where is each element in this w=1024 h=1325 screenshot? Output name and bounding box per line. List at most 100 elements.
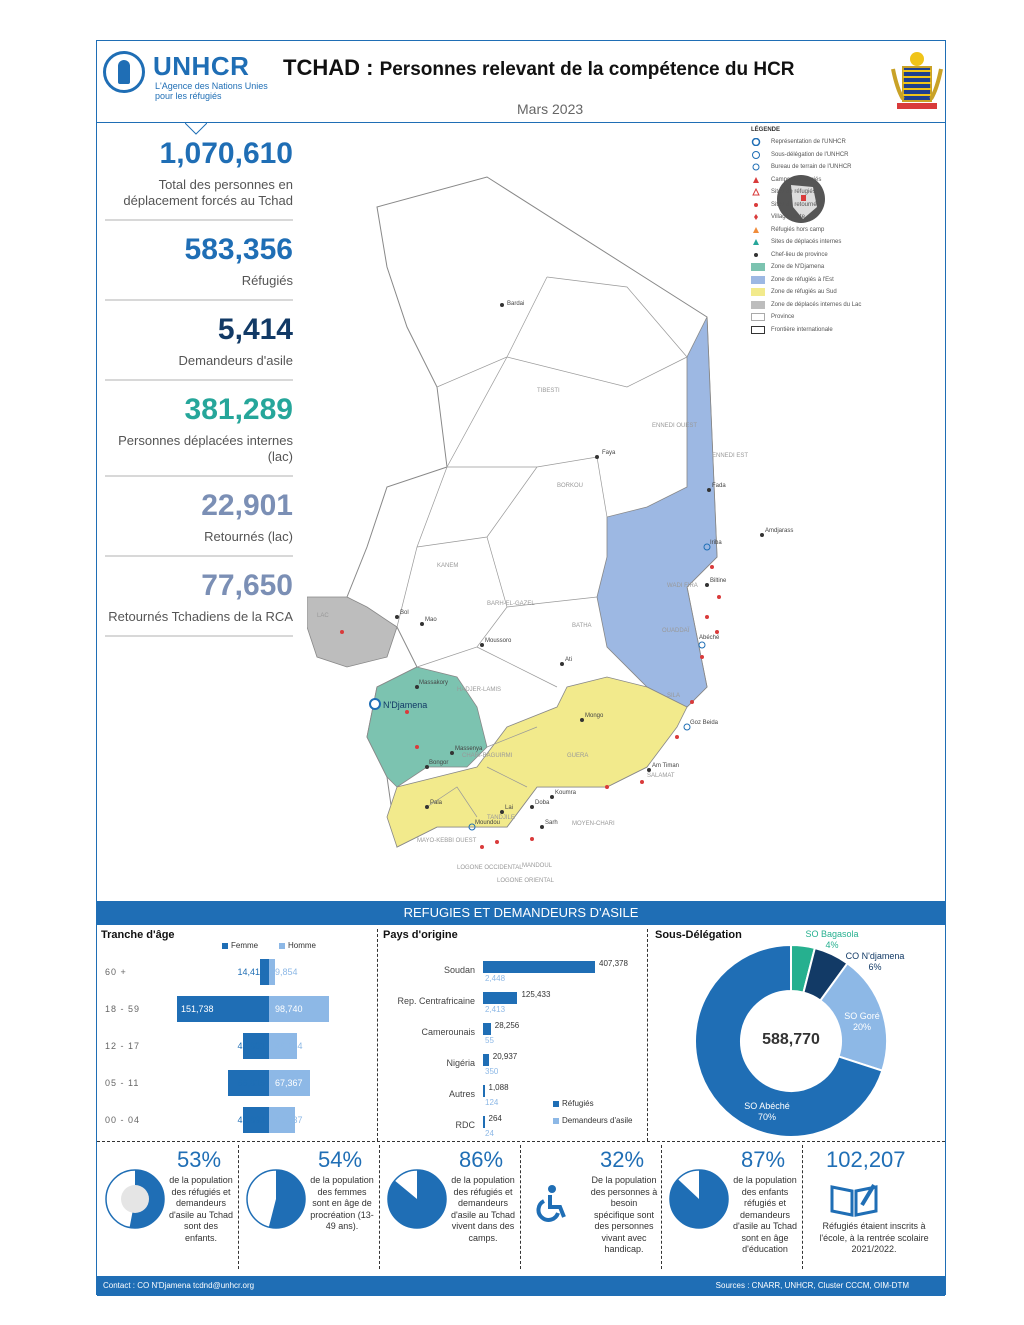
region-label: KANEM xyxy=(437,563,458,569)
indicator-text: de la population des femmes sont en âge … xyxy=(310,1175,374,1231)
town-label: Mao xyxy=(425,617,437,623)
indicator-3: 86% de la population des réfugiés et dema… xyxy=(379,1139,520,1289)
region-label: TANDJILE xyxy=(487,815,515,821)
region-label: MOYEN-CHARI xyxy=(572,821,615,827)
header-notch xyxy=(185,123,207,135)
indicator-value: 32% xyxy=(600,1147,645,1172)
bar-refugees-value: 125,433 xyxy=(521,990,551,999)
logo-subtitle: L'Agence des Nations Unies pour les réfu… xyxy=(155,81,268,101)
bar-female-value: 14,412 xyxy=(237,967,265,977)
legend-item: Frontière internationale xyxy=(751,324,901,337)
legend-item: Province xyxy=(751,311,901,324)
legend-label: Sites de retournés xyxy=(771,201,820,208)
bar-female xyxy=(243,1033,269,1059)
indicator-value: 54% xyxy=(318,1147,363,1172)
legend-item: Zone de déplacés internes du Lac xyxy=(751,299,901,312)
footer: Contact : CO N'Djamena tcdnd@unhcr.org S… xyxy=(97,1276,945,1296)
chad-coat-of-arms-icon xyxy=(891,52,943,109)
bar-female-value: 151,738 xyxy=(181,1004,214,1014)
bar-refugees-value: 264 xyxy=(488,1114,502,1123)
town-label: Ati xyxy=(565,657,572,663)
title-rest: Personnes relevant de la compétence du H… xyxy=(379,59,795,80)
subdelegation-total: 588,770 xyxy=(762,1031,820,1048)
bar-male xyxy=(269,1070,310,1096)
region-label: SILA xyxy=(667,693,680,699)
bar-refugees xyxy=(483,1054,489,1066)
legend-label: Sites de déplacés internes xyxy=(771,239,842,246)
legend-label: Réfugiés hors camp xyxy=(771,226,825,233)
bar-male-value: 9,854 xyxy=(275,967,298,977)
map-legend: LÉGENDE Représentation de l'UNHCR Sous-d… xyxy=(751,127,901,336)
age-label: 05 - 11 xyxy=(105,1078,140,1088)
legend-label: Sous-délégation de l'UNHCR xyxy=(771,151,849,158)
subdelegation-title: Sous-Délégation xyxy=(655,929,742,941)
legend-asylum-label: Demandeurs d'asile xyxy=(562,1116,633,1125)
legend-label: Zone de déplacés internes du Lac xyxy=(771,301,862,308)
town-label: Doba xyxy=(535,800,550,806)
camp-markers xyxy=(340,565,721,849)
town-label: Biltine xyxy=(710,578,727,584)
bar-refugees xyxy=(483,992,518,1004)
bar-male-value: 98,740 xyxy=(275,1004,303,1014)
age-label: 18 - 59 xyxy=(105,1004,141,1014)
stat-label: Retournés Tchadiens de la RCA xyxy=(108,609,293,624)
slice-name: SO Bagasola xyxy=(805,929,859,939)
legend-refugees: Réfugiés xyxy=(553,1099,594,1108)
indicator-pie xyxy=(105,1169,165,1229)
origin-label: RDC xyxy=(455,1120,476,1130)
legend-item: Sites de retournés xyxy=(751,199,901,212)
legend-item: Village pilote xyxy=(751,211,901,224)
key-figures: 1,070,610 Total des personnes en déplace… xyxy=(105,137,293,649)
origin-label: Camerounais xyxy=(421,1027,475,1037)
slice-label-ndjamena: CO N'djamena 6% xyxy=(835,951,915,973)
region-label: ENNEDI EST xyxy=(712,453,748,459)
town-label: Faya xyxy=(602,450,616,456)
inset-chad xyxy=(801,195,806,201)
chad-map: TIBESTI ENNEDI OUEST ENNEDI EST BORKOU K… xyxy=(307,175,825,884)
town-label: Moundou xyxy=(475,820,500,826)
bar-female xyxy=(177,996,269,1022)
region-label: LAC xyxy=(317,613,329,619)
capital-marker xyxy=(369,698,381,710)
header: UNHCR L'Agence des Nations Unies pour le… xyxy=(97,41,945,123)
origin-label: Soudan xyxy=(443,965,475,975)
origin-label: Nigéria xyxy=(446,1058,475,1068)
bar-refugees xyxy=(483,1116,485,1128)
region-label: WADI FIRA xyxy=(667,583,698,589)
origin-label: Autres xyxy=(448,1089,475,1099)
indicator-pie xyxy=(669,1169,729,1229)
slice-pct: 70% xyxy=(757,1112,776,1122)
town-label: Goz Beida xyxy=(690,720,719,726)
legend-item: Sous-délégation de l'UNHCR xyxy=(751,149,901,162)
region-labels: TIBESTI ENNEDI OUEST ENNEDI EST BORKOU K… xyxy=(317,388,748,884)
legend-item: Bureau de terrain de l'UNHCR xyxy=(751,161,901,174)
town-label: Bongor xyxy=(429,760,448,766)
legend-label: Village pilote xyxy=(771,214,805,221)
indicator-pie-fill xyxy=(268,1170,305,1228)
legend-label: Province xyxy=(771,314,795,321)
stat-refugees: 583,356 Réfugiés xyxy=(105,233,293,301)
indicator-pie xyxy=(387,1169,447,1229)
stat-value: 381,289 xyxy=(184,393,293,426)
indicator-6: 102,207 Réfugiés étaient inscrits à l'éco… xyxy=(802,1139,943,1289)
legend-item: Zone de réfugiés au Sud xyxy=(751,286,901,299)
capital-label: N'Djamena xyxy=(383,700,427,710)
divider xyxy=(647,929,648,1141)
indicator-1: 53% de la population des réfugiés et dema… xyxy=(97,1139,238,1289)
region-label: BATHA xyxy=(572,623,592,629)
bar-female-value: 42,801 xyxy=(237,1041,265,1051)
slice-label-abeche: SO Abéché 70% xyxy=(727,1101,807,1123)
wheelchair-icon xyxy=(536,1185,566,1222)
bar-refugees-value: 407,378 xyxy=(599,959,628,968)
town-label: Massenya xyxy=(455,746,483,752)
town-label: Amdjarass xyxy=(765,528,793,534)
legend-label: Chef-lieu de province xyxy=(771,251,828,258)
town-label: Moussoro xyxy=(485,638,512,644)
bar-female xyxy=(242,1107,269,1133)
town-label: Bol xyxy=(400,610,409,616)
region-label: GUERA xyxy=(567,753,588,759)
age-label: 12 - 17 xyxy=(105,1041,141,1051)
town-label: Am Timan xyxy=(652,763,679,769)
region-label: OUADDAÏ xyxy=(662,627,690,634)
age-label: 00 - 04 xyxy=(105,1115,141,1125)
